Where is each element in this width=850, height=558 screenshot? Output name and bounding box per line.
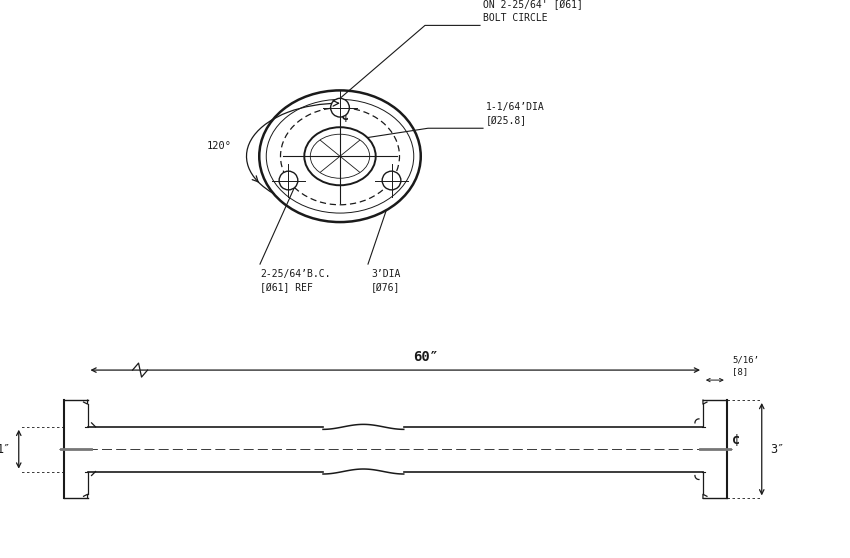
Text: 60″: 60″ (413, 350, 438, 364)
Text: 5/16’
[8]: 5/16’ [8] (732, 356, 759, 376)
Text: 3″: 3″ (770, 442, 784, 456)
Text: 1-1/64’DIA
[Ø25.8]: 1-1/64’DIA [Ø25.8] (486, 103, 545, 126)
Text: 2-25/64’B.C.
[Ø61] REF: 2-25/64’B.C. [Ø61] REF (260, 269, 331, 293)
Text: 120°: 120° (207, 141, 231, 151)
Circle shape (279, 171, 298, 190)
Text: ¢: ¢ (732, 433, 740, 447)
Text: 3’DIA
[Ø76]: 3’DIA [Ø76] (371, 269, 400, 293)
Circle shape (382, 171, 401, 190)
Circle shape (331, 98, 349, 117)
Text: 1″: 1″ (0, 442, 11, 456)
Text: ¢: ¢ (341, 109, 349, 123)
Text: 17/64' DIA  [Ø6.7]
SCREWS 3 EQ. SPACES
ON 2-25/64' [Ø61]
BOLT CIRCLE: 17/64' DIA [Ø6.7] SCREWS 3 EQ. SPACES ON… (483, 0, 595, 23)
